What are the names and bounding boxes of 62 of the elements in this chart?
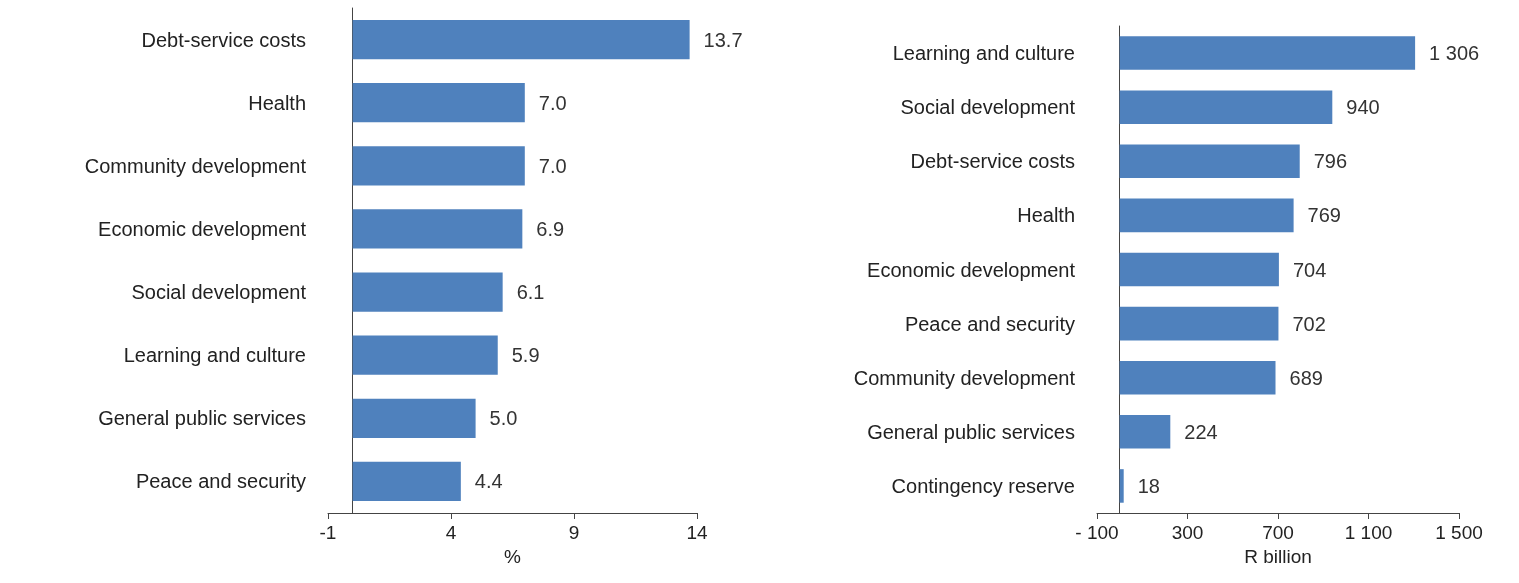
y-tick-label: Social development [131,281,307,304]
data-label: 18 [1137,474,1160,497]
data-label: 5.9 [511,344,540,367]
y-tick-label: Community development [84,154,307,177]
bar [352,461,461,502]
x-tick-label: 9 [568,522,580,543]
bar [1119,90,1333,124]
bar [1119,469,1124,503]
bar [1119,415,1171,449]
y-tick-label: General public services [867,420,1075,443]
data-label: 6.9 [536,217,565,240]
bar [352,209,523,249]
y-tick-label: Debt-service costs [141,28,306,51]
data-label: 702 [1292,312,1326,335]
y-tick-label: Economic development [98,217,307,240]
x-tick-label: 1 500 [1435,522,1483,543]
bar [352,272,503,312]
y-tick-label: Economic development [867,258,1076,281]
data-label: 7.0 [538,154,567,177]
bar [1119,360,1276,395]
x-tick-label: 300 [1171,522,1204,543]
bar [1119,198,1294,233]
x-axis-title: R billion [1244,545,1312,567]
y-tick-label: Community development [853,366,1076,389]
x-tick-label: 1 100 [1344,522,1393,543]
bar [352,335,498,375]
bar [1119,306,1279,341]
y-tick-label: Social development [900,96,1076,119]
y-tick-label: Contingency reserve [891,474,1075,497]
data-label: 1 306 [1429,42,1480,65]
x-tick-label: 700 [1262,522,1294,543]
x-tick-label: - 100 [1075,522,1119,543]
bar [352,83,525,123]
y-tick-label: Peace and security [135,470,306,493]
x-tick-label: 4 [445,522,457,543]
y-tick-label: General public services [98,407,306,430]
x-axis-title: % [504,545,522,567]
data-label: 13.7 [703,28,743,51]
data-label: 796 [1313,150,1348,173]
y-tick-label: Debt-service costs [910,150,1075,173]
y-tick-label: Health [1017,204,1075,227]
y-tick-label: Learning and culture [123,344,306,367]
data-label: 224 [1184,420,1218,443]
data-label: 5.0 [489,407,518,430]
bar [1119,252,1279,287]
data-label: 940 [1346,96,1380,119]
data-label: 6.1 [516,281,545,304]
bar [352,19,690,60]
y-tick-label: Peace and security [904,312,1075,335]
data-label: 704 [1292,258,1327,281]
data-label: 769 [1307,204,1341,227]
y-tick-label: Learning and culture [892,42,1075,65]
y-tick-label: Health [248,91,306,114]
bar [352,398,476,438]
bar [1119,144,1300,179]
x-tick-label: -1 [319,522,337,543]
data-label: 7.0 [538,91,567,114]
x-tick-label: 14 [686,522,708,543]
bar [352,146,525,186]
data-label: 689 [1289,366,1323,389]
data-label: 4.4 [474,470,503,493]
bar [1119,36,1416,70]
